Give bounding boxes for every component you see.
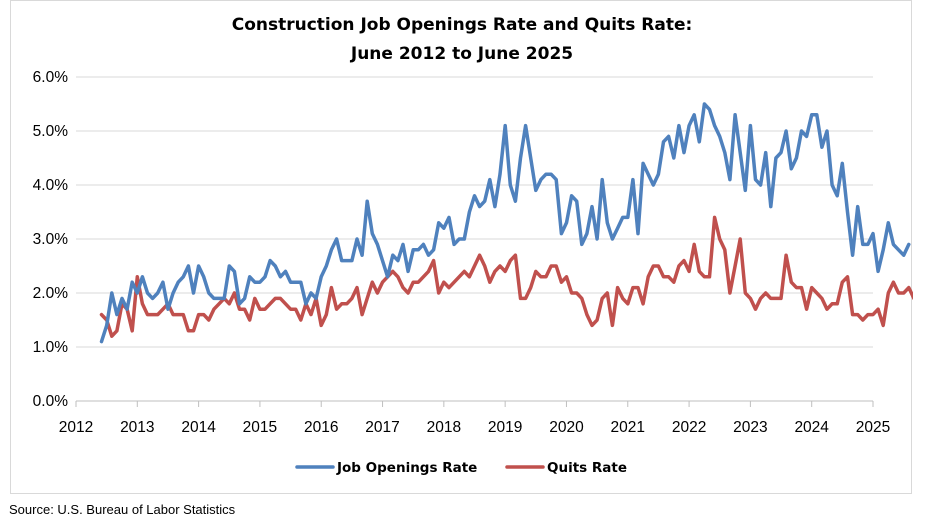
x-axis: 2012 2013 2014 2015 2016 2017 2018 2019 2020 2021… <box>59 400 890 436</box>
x-tick-label: 2023 <box>733 419 767 436</box>
x-tick-label: 2020 <box>549 419 584 436</box>
source-note: Source: U.S. Bureau of Labor Statistics <box>9 502 236 517</box>
legend-label: Job Openings Rate <box>336 460 477 476</box>
y-tick-label: 2.0% <box>33 285 69 302</box>
x-tick-label: 2017 <box>365 419 399 436</box>
y-tick-label: 6.0% <box>33 69 69 86</box>
job-openings-rate-line <box>99 102 911 344</box>
x-tick-label: 2013 <box>120 419 154 436</box>
x-tick-label: 2018 <box>427 419 461 436</box>
y-tick-label: 5.0% <box>33 123 69 140</box>
x-tick-label: 2024 <box>794 419 829 436</box>
chart-title-line-1: Construction Job Openings Rate and Quits… <box>232 15 693 35</box>
y-tick-label: 3.0% <box>33 231 69 248</box>
x-tick-label: 2012 <box>59 419 93 436</box>
legend: Job Openings Rate Quits Rate <box>295 460 627 476</box>
y-axis-tick-labels: 0.0% 1.0% 2.0% 3.0% 4.0% 5.0% 6.0% <box>33 69 69 410</box>
x-tick-label: 2016 <box>304 419 338 436</box>
x-tick-label: 2014 <box>181 419 216 436</box>
chart-frame: Construction Job Openings Rate and Quits… <box>10 0 913 494</box>
line-chart: Construction Job Openings Rate and Quits… <box>33 15 913 476</box>
series-lines <box>99 102 913 344</box>
x-tick-label: 2019 <box>488 419 522 436</box>
x-tick-label: 2021 <box>611 419 645 436</box>
y-tick-label: 0.0% <box>33 393 69 410</box>
x-tick-label: 2025 <box>856 419 890 436</box>
y-tick-label: 4.0% <box>33 177 69 194</box>
y-tick-label: 1.0% <box>33 339 69 356</box>
quits-rate-line <box>99 215 913 338</box>
x-tick-label: 2015 <box>243 419 277 436</box>
x-tick-label: 2022 <box>672 419 706 436</box>
chart-title-line-2: June 2012 to June 2025 <box>350 44 573 64</box>
legend-label: Quits Rate <box>547 460 627 476</box>
